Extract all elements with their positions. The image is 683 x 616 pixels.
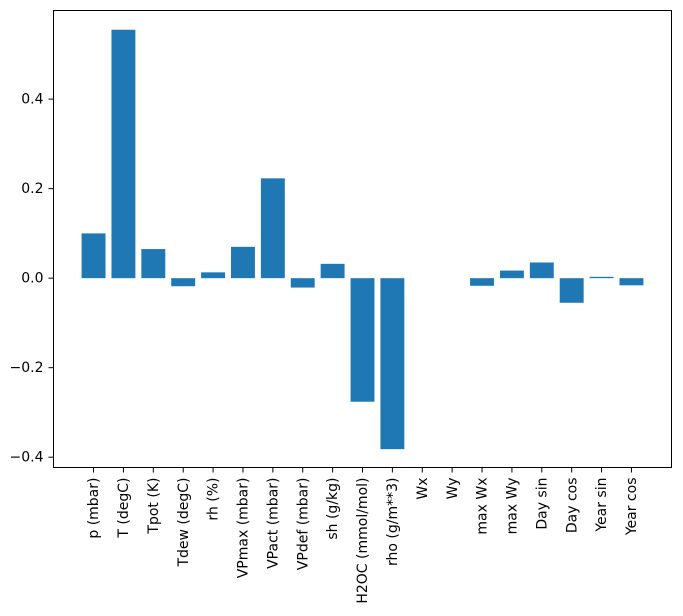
bar [380,278,405,450]
x-tick-label: max Wx [475,477,491,534]
bar [290,278,315,288]
x-tick-label: Tpot (K) [146,478,162,535]
bar [111,29,136,279]
bar [559,278,584,303]
x-tick-label: Day cos [564,478,580,534]
y-tick-label: −0.2 [10,360,44,376]
x-tick-label: Wy [445,478,461,500]
bar [470,278,494,286]
x-tick-label: T (degC) [116,478,132,539]
x-tick-label: VPmax (mbar) [236,478,252,579]
y-tick-label: −0.4 [10,450,44,466]
bar [201,272,226,279]
bar [81,233,106,279]
bar [141,249,166,279]
x-tick-label: Wx [415,478,431,500]
x-tick-label: VPact (mbar) [265,478,281,569]
x-tick-label: p (mbar) [86,478,102,539]
bar [589,276,614,279]
x-tick-label: Tdew (degC) [176,478,192,568]
x-tick-label: max Wy [505,478,521,535]
bar [171,278,196,287]
x-tick-label: H2OC (mmol/mol) [355,478,371,604]
bar [231,246,255,279]
bar [529,262,554,279]
y-tick-label: 0.4 [21,92,43,108]
x-tick-label: Year sin [594,478,610,533]
x-tick-label: rh (%) [206,478,222,521]
bar [499,270,524,279]
bar [619,278,644,286]
bar [350,278,375,402]
x-tick-label: VPdef (mbar) [295,478,311,571]
bar [320,263,345,279]
y-tick-label: 0.0 [21,271,43,287]
x-tick-label: Day sin [534,478,550,530]
x-tick-label: Year cos [624,478,640,537]
x-tick-label: sh (g/kg) [325,478,341,540]
x-tick-label: rho (g/m**3) [385,478,401,566]
y-tick-label: 0.2 [21,181,43,197]
bar [260,178,285,279]
